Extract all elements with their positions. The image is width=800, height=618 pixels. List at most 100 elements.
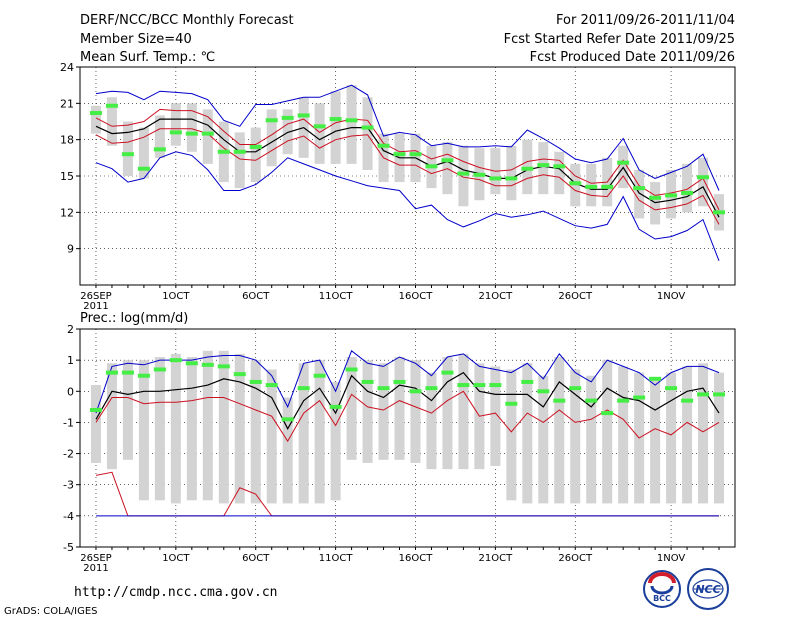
precip-title: Prec.: log(mm/d) [80, 311, 188, 326]
inner-lower-line [95, 390, 720, 443]
median-marker [601, 184, 614, 189]
median-marker [281, 115, 294, 120]
range-box [170, 103, 181, 146]
median-marker [393, 152, 406, 157]
median-marker [489, 383, 502, 388]
y-tick-label: -2 [63, 448, 74, 461]
median-marker [569, 386, 582, 391]
median-marker [297, 113, 310, 118]
median-marker [185, 361, 198, 366]
range-box [298, 363, 309, 504]
range-box [138, 360, 149, 501]
median-marker [441, 158, 454, 163]
median-marker [553, 398, 566, 403]
range-box [650, 182, 661, 225]
range-box [714, 372, 725, 504]
y-tick-label: -1 [63, 416, 74, 429]
range-box [346, 85, 357, 164]
range-box [282, 397, 293, 504]
range-box [634, 169, 645, 219]
median-marker [409, 152, 422, 157]
range-box [362, 97, 373, 170]
x-tick-label: 26OCT [558, 553, 593, 564]
range-box [682, 366, 693, 504]
median-marker [633, 186, 646, 191]
outer-upper-line [95, 84, 720, 191]
refer-date: Fcst Started Refer Date 2011/09/25 [504, 32, 735, 47]
median-marker [153, 367, 166, 372]
x-tick-label: 1OCT [162, 291, 190, 302]
source-url[interactable]: http://cmdp.ncc.cma.gov.cn [74, 585, 278, 600]
variable-label: Mean Surf. Temp.: ℃ [80, 50, 215, 65]
y-tick-label: 2 [67, 323, 74, 336]
y-tick-label: 9 [67, 243, 74, 256]
median-marker [665, 386, 678, 391]
median-marker [649, 195, 662, 200]
x-tick-label: 11OCT [319, 553, 354, 564]
x-tick-label: 1OCT [162, 553, 190, 564]
median-marker [713, 392, 726, 397]
precipitation-panel: -5 -4 -3 -2 -1 0 1 2 26SEP 1OCT 6OCT 11OCT 16OCT 21OC… [63, 323, 736, 574]
inner-upper-line [95, 108, 720, 211]
range-box [426, 372, 437, 470]
range-box [122, 360, 133, 460]
range-box [202, 109, 213, 164]
median-marker [121, 370, 134, 375]
median-marker [137, 166, 150, 171]
range-box [554, 357, 565, 504]
median-marker [105, 103, 118, 108]
range-box [602, 360, 613, 504]
ensemble-mean-line [95, 371, 720, 430]
median-marker [377, 143, 390, 148]
x-tick-label: 1NOV [657, 291, 686, 302]
median-marker [553, 164, 566, 169]
median-marker [409, 389, 422, 394]
median-marker [329, 117, 342, 122]
bcc-logo-text: BCC [653, 594, 671, 603]
median-marker [89, 111, 102, 116]
x-tick-label: 26OCT [558, 291, 593, 302]
range-box [266, 109, 277, 167]
range-box [586, 375, 597, 504]
bcc-logo-swirl-blue [650, 585, 674, 595]
median-marker [505, 176, 518, 181]
range-box [154, 115, 165, 158]
range-box [394, 357, 405, 460]
range-box [266, 369, 277, 504]
median-marker [265, 383, 278, 388]
range-box [234, 353, 245, 504]
produced-date: Fcst Produced Date 2011/09/26 [530, 50, 735, 65]
median-marker [585, 184, 598, 189]
median-marker [345, 367, 358, 372]
median-marker [697, 392, 710, 397]
median-marker [249, 379, 262, 384]
x-tick-label: 6OCT [242, 553, 270, 564]
y-tick-label: -3 [63, 479, 74, 492]
range-box [682, 163, 693, 213]
x-tick-label: 21OCT [479, 291, 514, 302]
range-box [122, 121, 133, 176]
range-box [314, 103, 325, 164]
x-tick-label: 1NOV [657, 553, 686, 564]
range-box [650, 378, 661, 504]
range-box [618, 366, 629, 504]
median-marker [697, 175, 710, 180]
member-size-label: Member Size=40 [80, 32, 192, 47]
median-marker [153, 147, 166, 152]
inner-lower-line [95, 128, 720, 225]
median-marker [313, 373, 326, 378]
median-marker [505, 401, 518, 406]
bcc-logo-ring [643, 570, 681, 608]
median-marker [537, 163, 550, 168]
range-box [154, 357, 165, 501]
median-marker [585, 398, 598, 403]
median-marker [393, 379, 406, 384]
median-marker [121, 152, 134, 157]
median-marker [105, 370, 118, 375]
ncc-logo: NCC [687, 568, 729, 610]
median-marker [217, 364, 230, 369]
ncc-logo-text: NCC [695, 583, 720, 596]
x-tick-label: 26SEP [80, 553, 111, 564]
median-marker [521, 379, 534, 384]
